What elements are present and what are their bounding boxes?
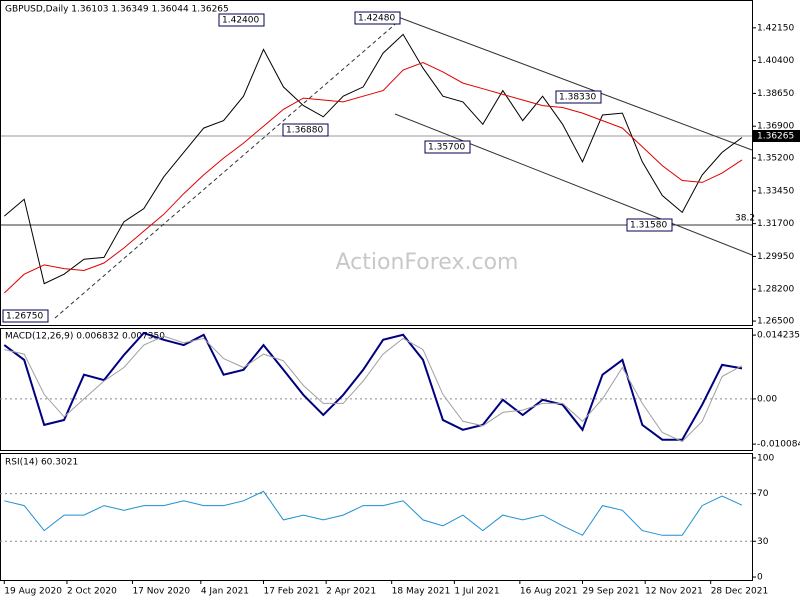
annotation: 1.42400 [222,16,259,26]
annotation-box [2,309,49,323]
x-tick-label: 12 Nov 2021 [645,587,703,597]
y-tick-label: 0.014235 [757,331,800,341]
annotation-box [218,13,265,27]
series-line [4,335,743,443]
annotation: 1.38330 [559,93,596,103]
x-tick-label: 19 Aug 2020 [4,587,62,597]
y-tick-label: 1.42150 [757,23,794,33]
series-line [3,33,743,285]
y-tick-label: 30 [757,537,769,547]
y-tick-label: 70 [757,489,769,499]
y-tick-label: 1.31700 [757,219,794,229]
price-title: GBPUSD,Daily 1.36103 1.36349 1.36044 1.3… [5,5,229,15]
annotation-box [555,90,602,104]
y-tick-label: 1.36900 [757,122,794,132]
y-tick-label: 1.33450 [757,186,794,196]
x-tick-label: 1 Jul 2021 [454,587,499,597]
channel-upper [397,16,753,151]
annotation-box [424,140,471,154]
x-tick-label: 4 Jan 2021 [201,587,249,597]
series-line [3,61,743,294]
annotation-box [626,218,673,232]
x-tick-label: 2 Apr 2021 [326,587,376,597]
annotation: 1.31580 [630,221,667,231]
rsi-title: RSI(14) 60.3021 [5,458,78,468]
annotation: 1.42480 [358,14,395,24]
annotation-box [354,11,401,25]
annotation: 1.35700 [428,143,465,153]
x-tick-label: 28 Dec 2021 [711,587,769,597]
y-tick-label: -0.010084 [757,440,800,450]
y-tick-label: 1.28200 [757,285,794,295]
x-tick-label: 16 Aug 2021 [520,587,578,597]
macd-title: MACD(12,26,9) 0.006832 0.007350 [5,332,165,342]
y-tick-label: 1.35200 [757,154,794,164]
channel-lower [394,113,753,256]
rsi-panel [0,453,753,581]
y-tick-label: 0 [757,573,763,583]
series-line [4,490,743,536]
trend-line [54,19,401,319]
last-price-box [753,130,800,142]
y-tick-label: 1.26500 [757,317,794,327]
last-price-label: 1.36265 [757,132,794,142]
y-tick-label: 0.00 [757,394,777,404]
price-panel [0,0,753,326]
annotation: 1.26750 [6,312,43,322]
y-tick-label: 1.40400 [757,56,794,66]
y-tick-label: 1.29950 [757,252,794,262]
y-tick-label: 100 [757,453,774,463]
y-tick-label: 1.38650 [757,89,794,99]
x-tick-label: 17 Feb 2021 [263,587,319,597]
series-line [3,331,743,441]
annotation: 38.2 [735,214,755,224]
x-tick-label: 29 Sep 2021 [583,587,640,597]
macd-panel [0,328,753,451]
watermark: ActionForex.com [336,250,519,275]
x-tick-label: 18 May 2021 [392,587,451,597]
x-tick-label: 2 Oct 2020 [67,587,117,597]
annotation: 1.36880 [286,126,323,136]
x-tick-label: 17 Nov 2020 [132,587,190,597]
annotation-box [282,123,329,137]
